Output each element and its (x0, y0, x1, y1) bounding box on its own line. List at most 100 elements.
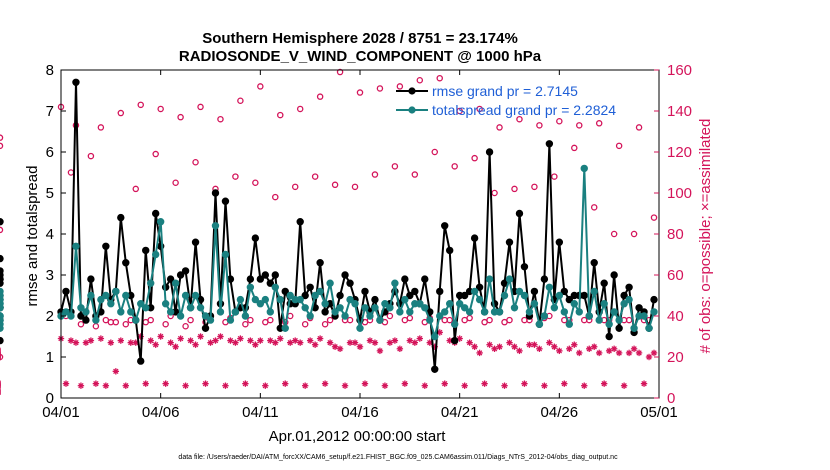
assimilated-obs-point (336, 345, 344, 352)
possible-obs-point (650, 214, 658, 221)
totalspread-point (555, 291, 564, 300)
possible-obs-point (0, 353, 4, 361)
assimilated-obs-point (391, 337, 399, 344)
totalspread-point (77, 304, 85, 312)
possible-obs-point (252, 179, 259, 186)
assimilated-obs-point (92, 380, 100, 387)
assimilated-obs-point (356, 343, 364, 350)
assimilated-obs-point (331, 343, 339, 350)
totalspread-point (351, 300, 359, 308)
totalspread-point (366, 312, 374, 320)
assimilated-obs-point (267, 337, 274, 344)
possible-obs-point (122, 320, 130, 328)
totalspread-point (166, 308, 175, 316)
assimilated-obs-point (162, 380, 169, 387)
rmse-point (316, 259, 324, 267)
rmse-point (261, 271, 270, 279)
possible-obs-point (506, 316, 513, 324)
possible-obs-point (346, 316, 354, 324)
totalspread-point (465, 308, 474, 316)
rmse-point (421, 275, 429, 283)
rmse-point (450, 336, 459, 345)
y-tick-label: 5 (46, 185, 54, 202)
rmse-point (87, 275, 95, 283)
possible-obs-point (536, 122, 543, 129)
totalspread-point (640, 312, 648, 320)
assimilated-obs-point (207, 339, 214, 346)
totalspread-point (72, 242, 80, 251)
possible-obs-point (87, 152, 95, 160)
x-axis: 04/01 04/06 04/11 04/16 04/21 04/26 05/01 (42, 70, 678, 421)
rmse-point (181, 267, 190, 275)
totalspread-point (97, 295, 105, 304)
assimilated-obs-point (496, 343, 503, 350)
possible-obs-point (117, 109, 125, 117)
totalspread-point (196, 304, 205, 312)
possible-obs-point (311, 173, 319, 180)
assimilated-obs-point (441, 380, 448, 387)
assimilated-obs-point (531, 341, 538, 348)
possible-obs-point (237, 97, 244, 105)
assimilated-obs-point (561, 380, 568, 387)
assimilated-obs-point (466, 339, 473, 346)
legend-rmse-marker (408, 87, 416, 95)
totalspread-point (460, 304, 469, 312)
x-tick-label: 04/01 (42, 404, 80, 421)
legend-spread-marker (408, 106, 416, 114)
assimilated-obs-point (107, 339, 115, 346)
assimilated-obs-point (461, 382, 468, 389)
y-axis-label: rmse and totalspread (24, 166, 41, 307)
assimilated-obs-point (67, 337, 75, 344)
rmse-point (201, 324, 210, 332)
possible-obs-point (351, 183, 359, 191)
totalspread-point (535, 320, 544, 328)
totalspread-point (236, 295, 245, 304)
legend-rmse-label: rmse grand pr = 2.7145 (432, 83, 578, 99)
rmse-point (625, 283, 633, 291)
possible-obs-point (187, 316, 194, 324)
totalspread-point (176, 312, 185, 320)
rmse-point (266, 279, 274, 287)
x-axis-label: Apr.01,2012 00:00:00 start (269, 428, 447, 445)
assimilated-obs-point (401, 380, 409, 387)
chart-title-line2: RADIOSONDE_V_WIND_COMPONENT @ 1000 hPa (179, 48, 542, 65)
totalspread-point (485, 275, 494, 283)
assimilated-obs-point (566, 345, 573, 352)
assimilated-obs-point (172, 343, 179, 350)
rmse-point (520, 263, 529, 271)
assimilated-obs-point (287, 339, 294, 346)
assimilated-obs-point (406, 337, 414, 344)
totalspread-point (580, 164, 588, 173)
rmse-point (401, 275, 409, 283)
rmse-point (221, 197, 230, 205)
totalspread-point (296, 295, 304, 304)
possible-obs-point (0, 226, 4, 234)
assimilated-obs-point (222, 382, 229, 389)
possible-obs-point (177, 113, 184, 121)
rmse-point (256, 275, 265, 283)
possible-obs-point (152, 150, 159, 158)
possible-obs-point (456, 107, 463, 115)
rmse-point (505, 238, 514, 246)
totalspread-point (441, 308, 449, 316)
totalspread-point (585, 312, 593, 320)
possible-obs-point (301, 320, 309, 328)
y2-tick-label: 0 (667, 390, 675, 407)
totalspread-point (147, 279, 155, 287)
possible-obs-point (192, 158, 199, 166)
assimilated-obs-point (306, 337, 314, 344)
x-tick-label: 04/06 (142, 404, 180, 421)
totalspread-point (231, 308, 240, 316)
totalspread-point (0, 316, 4, 324)
totalspread-point (381, 300, 389, 308)
assimilated-obs-point (177, 335, 184, 342)
assimilated-obs-point (376, 347, 384, 355)
assimilated-obs-point (371, 339, 379, 346)
assimilated-obs-point (192, 341, 199, 348)
totalspread-point (62, 308, 70, 316)
totalspread-point (226, 316, 235, 324)
rmse-point (62, 287, 70, 296)
possible-obs-point (590, 204, 598, 211)
x-tick-label: 04/21 (441, 404, 479, 421)
totalspread-point (326, 279, 334, 287)
